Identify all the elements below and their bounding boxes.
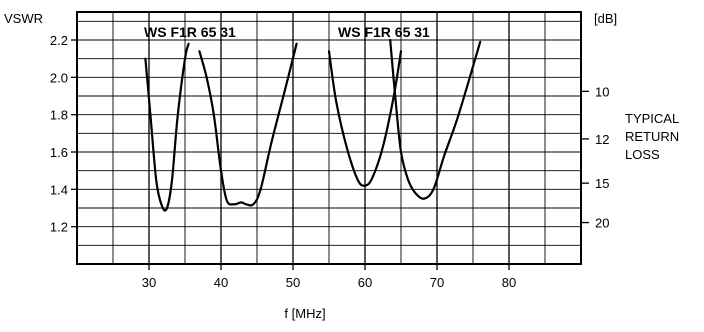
right-axis-unit-label: [dB] [594, 11, 617, 26]
x-tick-label: 80 [502, 275, 516, 290]
right-tick-label: 10 [595, 84, 609, 99]
x-tick-label: 60 [358, 275, 372, 290]
y-tick-label: 2.0 [50, 70, 68, 85]
plot-frame [76, 11, 582, 265]
x-axis-ticks: 30 40 50 60 70 80 [142, 264, 516, 290]
x-tick-label: 30 [142, 275, 156, 290]
vswr-curve-3 [327, 50, 403, 187]
right-tick-label: 20 [595, 216, 609, 231]
y-tick-label: 1.4 [50, 182, 68, 197]
left-axis-ticks: 1.2 1.4 1.6 1.8 2.0 2.2 [50, 33, 77, 235]
vswr-curve-4 [389, 38, 482, 200]
vswr-curves [144, 38, 482, 212]
right-axis-ticks: 10 12 15 20 [581, 84, 609, 231]
x-tick-label: 40 [214, 275, 228, 290]
annotation-label-1: WS F1R 65 31 [144, 24, 236, 40]
right-tick-label: 12 [595, 132, 609, 147]
y-tick-label: 1.2 [50, 220, 68, 235]
right-axis-title-line-2: RETURN [625, 129, 679, 144]
y-tick-label: 1.8 [50, 108, 68, 123]
annotation-label-2: WS F1R 65 31 [338, 24, 430, 40]
y-tick-label: 1.6 [50, 145, 68, 160]
vswr-curve-2 [198, 42, 298, 207]
x-tick-label: 70 [430, 275, 444, 290]
x-axis-title: f [MHz] [284, 306, 325, 321]
y-tick-label: 2.2 [50, 33, 68, 48]
x-tick-label: 50 [286, 275, 300, 290]
right-tick-label: 15 [595, 176, 609, 191]
right-axis-title-line-1: TYPICAL [625, 111, 679, 126]
y-axis-title: VSWR [4, 11, 43, 26]
right-axis-title-line-3: LOSS [625, 147, 660, 162]
vswr-curve-1 [144, 42, 190, 212]
